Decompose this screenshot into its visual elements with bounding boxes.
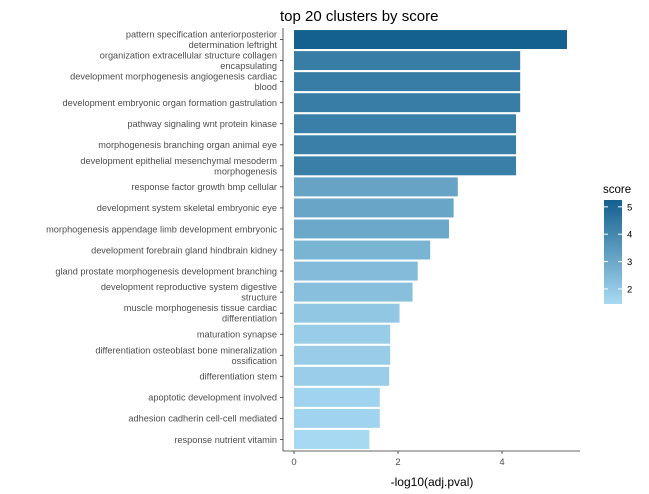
legend: score 2 3 4 5	[603, 184, 632, 304]
y-axis-labels: pattern specification anteriorposteriord…	[46, 30, 277, 445]
bars	[294, 30, 567, 449]
bar	[294, 324, 391, 344]
bar	[294, 430, 370, 449]
y-tick-label: development embryonic organ formation ga…	[63, 98, 278, 108]
bar	[294, 261, 418, 281]
legend-tick-label: 5	[627, 202, 632, 213]
legend-tick-label: 4	[627, 230, 632, 241]
x-axis-ticks: 0 2 4	[291, 451, 505, 468]
y-tick-label: development system skeletal embryonic ey…	[97, 203, 277, 213]
y-tick-label: determination leftright	[189, 40, 278, 50]
y-tick-label: blood	[255, 82, 277, 92]
bar	[294, 177, 458, 197]
bar	[294, 30, 567, 49]
y-tick-label: differentiation osteoblast bone minerali…	[95, 345, 277, 355]
bar	[294, 366, 390, 386]
bar	[294, 345, 391, 365]
x-axis-label: -log10(adj.pval)	[391, 475, 474, 489]
y-tick-label: maturation synapse	[197, 330, 277, 340]
y-tick-label: development forebrain gland hindbrain ki…	[91, 245, 277, 255]
y-tick-label: organization extracellular structure col…	[100, 51, 277, 61]
y-tick-label: pattern specification anteriorposterior	[126, 30, 277, 40]
y-tick-label: morphogenesis branching organ animal eye	[98, 140, 277, 150]
y-tick-label: morphogenesis appendage limb development…	[46, 224, 277, 234]
bar	[294, 387, 380, 407]
y-tick-label: morphogenesis	[214, 166, 277, 176]
bar	[294, 93, 521, 113]
bar	[294, 303, 400, 323]
y-tick-label: pathway signaling wnt protein kinase	[127, 119, 277, 129]
y-tick-label: differentiation	[222, 314, 277, 324]
bar	[294, 240, 431, 260]
chart-title: top 20 clusters by score	[280, 8, 438, 25]
y-tick-label: response nutrient vitamin	[174, 435, 277, 445]
y-tick-label: development epithelial mesenchymal mesod…	[80, 156, 277, 166]
legend-title: score	[603, 184, 631, 196]
bar	[294, 198, 454, 218]
bar	[294, 156, 517, 176]
bar	[294, 135, 517, 155]
y-tick-label: development morphogenesis angiogenesis c…	[70, 72, 277, 82]
x-tick-label: 4	[499, 457, 504, 468]
legend-ticks: 2 3 4 5	[604, 202, 632, 295]
y-tick-label: structure	[241, 293, 277, 303]
y-axis-ticks	[280, 39, 283, 440]
legend-tick-label: 2	[627, 284, 632, 295]
x-tick-label: 2	[395, 457, 400, 468]
bar	[294, 114, 517, 134]
x-tick-label: 0	[291, 457, 296, 468]
y-tick-label: apoptotic development involved	[148, 393, 277, 403]
bar	[294, 72, 521, 92]
y-tick-label: development reproductive system digestiv…	[101, 282, 277, 292]
y-tick-label: response factor growth bmp cellular	[131, 182, 277, 192]
bar	[294, 51, 521, 71]
y-tick-label: adhesion cadherin cell-cell mediated	[128, 414, 277, 424]
y-tick-label: encapsulating	[220, 61, 277, 71]
legend-tick-label: 3	[627, 257, 632, 268]
y-tick-label: gland prostate morphogenesis development…	[55, 266, 277, 276]
y-tick-label: ossification	[232, 356, 277, 366]
bar	[294, 219, 449, 239]
legend-colorbar	[604, 200, 622, 304]
y-tick-label: differentiation stem	[200, 372, 278, 382]
y-tick-label: muscle morphogenesis tissue cardiac	[124, 303, 278, 313]
bar	[294, 282, 413, 302]
bar	[294, 408, 380, 428]
